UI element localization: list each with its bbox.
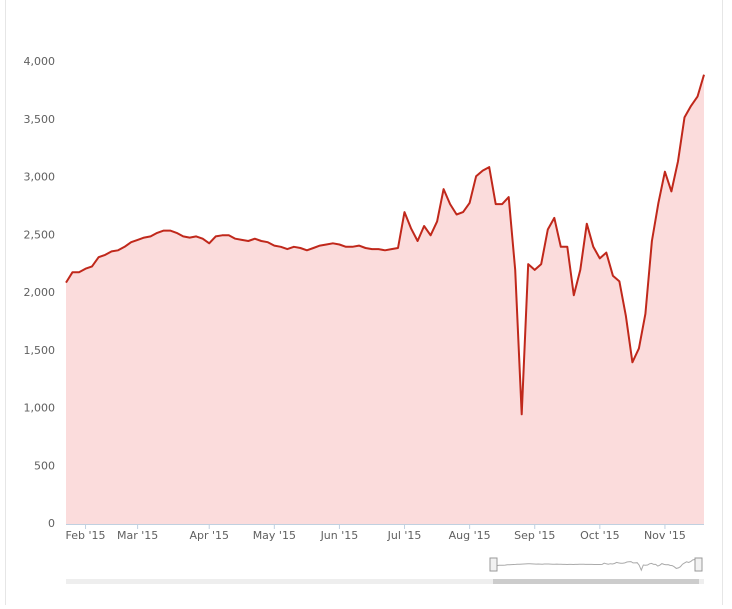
plot: 0 500 1,000 1,500 2,000 2,500 3,000 3,500 4,000 F… bbox=[24, 55, 705, 572]
scrollbar-thumb[interactable] bbox=[493, 579, 699, 584]
y-tick-label: 500 bbox=[34, 459, 55, 472]
y-tick-label: 1,000 bbox=[24, 402, 56, 415]
x-tick-label: Nov '15 bbox=[644, 529, 686, 542]
navigator-series bbox=[496, 557, 700, 572]
y-tick-label: 1,500 bbox=[24, 344, 56, 357]
scrollbar-track[interactable] bbox=[66, 579, 704, 584]
x-tick-label: Oct '15 bbox=[580, 529, 620, 542]
x-tick-label: Feb '15 bbox=[66, 529, 106, 542]
x-tick-label: Apr '15 bbox=[189, 529, 229, 542]
y-tick-label: 3,000 bbox=[24, 171, 56, 184]
y-tick-label: 0 bbox=[48, 517, 55, 530]
y-tick-label: 2,500 bbox=[24, 228, 56, 241]
y-tick-label: 2,000 bbox=[24, 286, 56, 299]
navigator-handle-left[interactable] bbox=[489, 557, 498, 572]
x-tick-label: Sep '15 bbox=[514, 529, 555, 542]
area-line bbox=[65, 74, 705, 416]
navigator[interactable] bbox=[66, 557, 704, 584]
x-tick-label: Jul '15 bbox=[387, 529, 422, 542]
x-tick-label: Mar '15 bbox=[117, 529, 158, 542]
area-fill bbox=[66, 74, 704, 524]
y-tick-label: 4,000 bbox=[24, 55, 56, 68]
x-tick-label: Aug '15 bbox=[449, 529, 491, 542]
x-tick-label: Jun '15 bbox=[320, 529, 359, 542]
navigator-handle-right[interactable] bbox=[694, 557, 703, 572]
x-tick-label: May '15 bbox=[253, 529, 296, 542]
y-tick-label: 3,500 bbox=[24, 113, 56, 126]
